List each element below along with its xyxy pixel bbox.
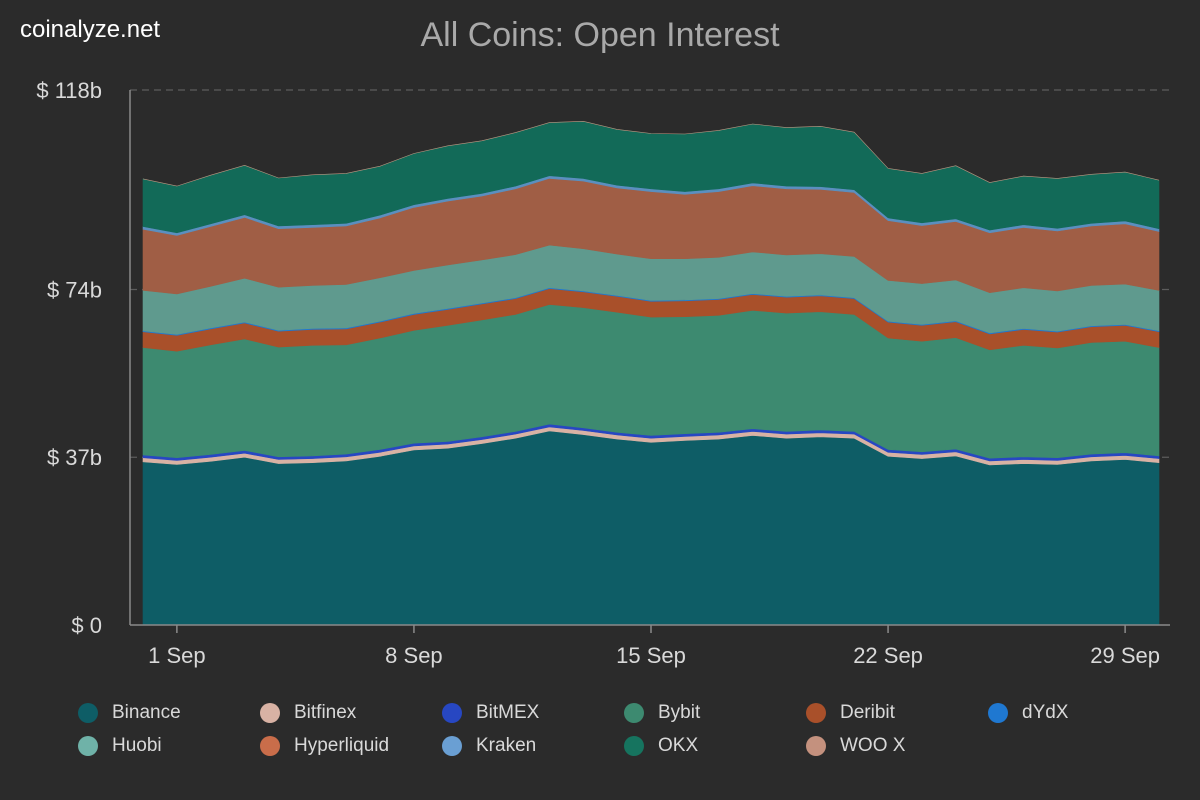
legend-label: Kraken bbox=[476, 735, 537, 756]
series-area-woo-x bbox=[142, 120, 1160, 187]
legend-swatch-icon bbox=[806, 736, 826, 756]
y-tick-label: $ 74b bbox=[47, 277, 102, 302]
chart-title: All Coins: Open Interest bbox=[420, 16, 780, 54]
legend-item-bitfinex[interactable]: Bitfinex bbox=[260, 702, 442, 724]
y-tick-label: $ 37b bbox=[47, 445, 102, 470]
legend-item-huobi[interactable]: Huobi bbox=[78, 735, 260, 757]
legend-item-dydx[interactable]: dYdX bbox=[988, 702, 1170, 724]
legend-swatch-icon bbox=[624, 703, 644, 723]
legend-label: WOO X bbox=[840, 735, 906, 756]
legend-label: dYdX bbox=[1022, 702, 1069, 723]
legend-item-kraken[interactable]: Kraken bbox=[442, 735, 624, 757]
y-tick-label: $ 0 bbox=[71, 613, 102, 638]
legend-item-woo-x[interactable]: WOO X bbox=[806, 735, 988, 757]
legend-swatch-icon bbox=[442, 736, 462, 756]
chart-legend: Binance Bitfinex BitMEX Bybit Deribit dYdX Huo… bbox=[78, 702, 1178, 757]
legend-swatch-icon bbox=[78, 736, 98, 756]
legend-label: Bybit bbox=[658, 702, 701, 723]
x-tick-label: 8 Sep bbox=[385, 643, 443, 668]
x-tick-label: 29 Sep bbox=[1090, 643, 1160, 668]
legend-label: Bitfinex bbox=[294, 702, 357, 723]
x-tick-label: 1 Sep bbox=[148, 643, 206, 668]
legend-swatch-icon bbox=[442, 703, 462, 723]
legend-swatch-icon bbox=[806, 703, 826, 723]
brand-label[interactable]: coinalyze.net bbox=[20, 16, 161, 43]
legend-item-binance[interactable]: Binance bbox=[78, 702, 260, 724]
legend-swatch-icon bbox=[260, 736, 280, 756]
legend-label: OKX bbox=[658, 735, 699, 756]
legend-label: Hyperliquid bbox=[294, 735, 390, 756]
legend-swatch-icon bbox=[988, 703, 1008, 723]
legend-label: Huobi bbox=[112, 735, 162, 756]
legend-label: BitMEX bbox=[476, 702, 540, 723]
open-interest-chart: $ 0 $ 37b $ 74b $ 118b 1 Sep 8 Sep 15 Sep 22 Se… bbox=[36, 78, 1170, 668]
y-tick-label: $ 118b bbox=[36, 78, 102, 103]
legend-label: Deribit bbox=[840, 702, 895, 723]
legend-swatch-icon bbox=[260, 703, 280, 723]
legend-item-deribit[interactable]: Deribit bbox=[806, 702, 988, 724]
legend-item-bybit[interactable]: Bybit bbox=[624, 702, 806, 724]
x-tick-label: 15 Sep bbox=[616, 643, 686, 668]
legend-item-bitmex[interactable]: BitMEX bbox=[442, 702, 624, 724]
legend-item-hyperliquid[interactable]: Hyperliquid bbox=[260, 735, 442, 757]
legend-swatch-icon bbox=[624, 736, 644, 756]
legend-item-okx[interactable]: OKX bbox=[624, 735, 806, 757]
x-tick-label: 22 Sep bbox=[853, 643, 923, 668]
legend-label: Binance bbox=[112, 702, 181, 723]
legend-swatch-icon bbox=[78, 703, 98, 723]
